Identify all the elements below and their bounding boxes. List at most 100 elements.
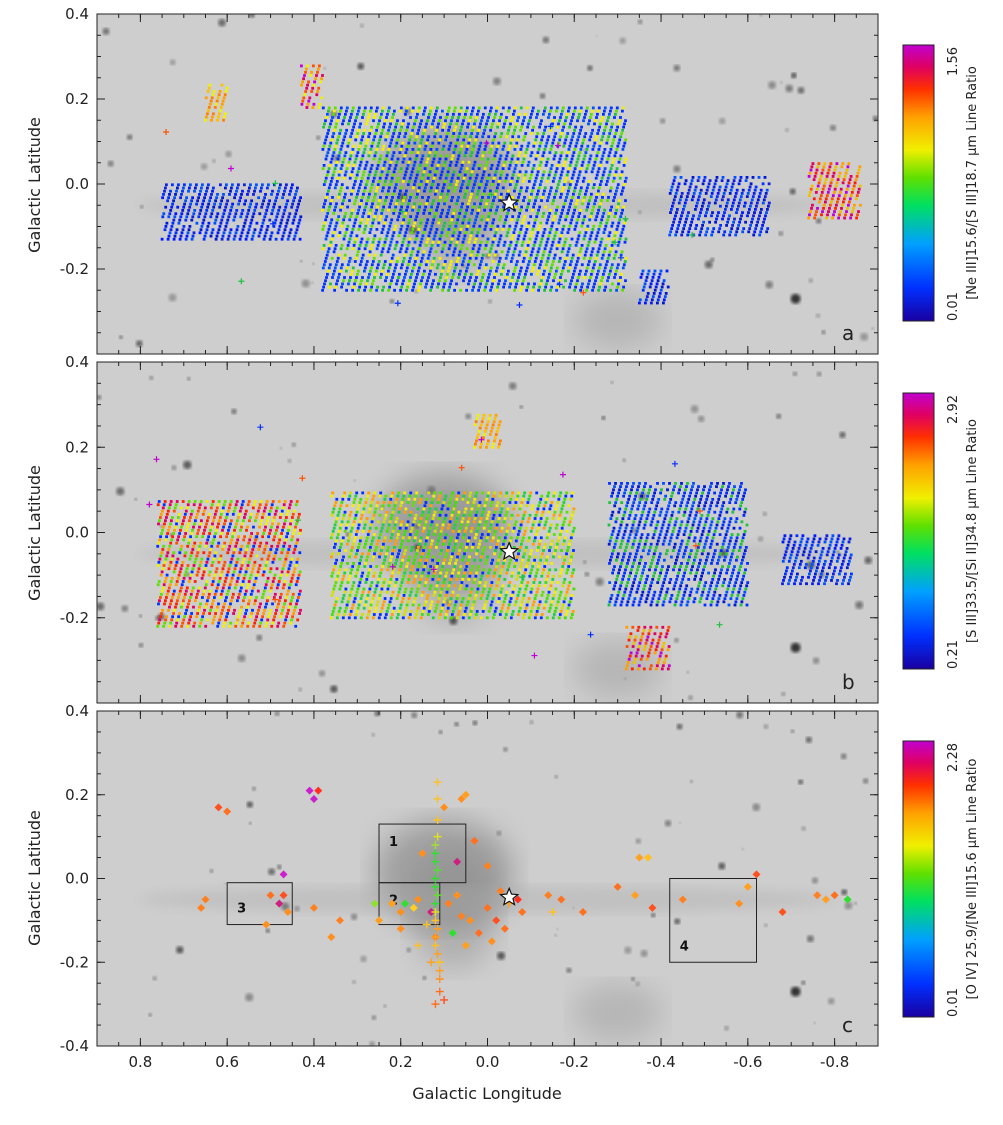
ratio-pixel [555, 269, 558, 273]
ratio-pixel [604, 285, 607, 289]
ratio-pixel [588, 218, 592, 222]
ratio-pixel [377, 221, 381, 225]
ratio-pixel [365, 578, 369, 581]
ratio-pixel [610, 125, 613, 129]
ratio-pixel [413, 616, 417, 620]
ratio-pixel [594, 119, 597, 123]
ratio-pixel [461, 597, 465, 600]
field-star [583, 560, 587, 564]
ratio-pixel [498, 119, 501, 123]
ratio-pixel [442, 600, 446, 604]
ratio-pixel [624, 279, 627, 283]
ratio-pixel [463, 196, 466, 199]
ratio-pixel [450, 218, 454, 222]
ratio-pixel [695, 201, 699, 205]
ratio-pixel [530, 151, 534, 154]
ratio-pixel [499, 215, 503, 218]
ratio-pixel [389, 240, 393, 244]
ratio-pixel [415, 173, 419, 177]
ratio-pixel [605, 122, 608, 126]
ratio-pixel [496, 539, 500, 543]
ratio-pixel [396, 119, 399, 123]
ratio-pixel [386, 606, 390, 610]
ratio-pixel [552, 513, 556, 517]
ratio-pixel [829, 203, 832, 207]
ratio-pixel [417, 247, 421, 251]
ratio-pixel [675, 230, 679, 234]
ratio-pixel [438, 533, 442, 536]
ratio-pixel [585, 247, 589, 251]
ratio-pixel [345, 269, 348, 273]
ratio-pixel [674, 233, 678, 237]
ratio-pixel [483, 106, 487, 110]
ratio-pixel [726, 198, 730, 202]
ratio-pixel [280, 237, 284, 241]
ratio-pixel [614, 112, 617, 116]
ratio-pixel [463, 276, 466, 279]
ratio-pixel [608, 170, 612, 174]
ratio-pixel [480, 555, 483, 559]
ratio-pixel [369, 186, 373, 190]
ratio-pixel [408, 533, 412, 536]
ratio-pixel [221, 99, 225, 103]
ratio-pixel [475, 234, 479, 238]
ratio-pixel [378, 138, 382, 142]
ratio-pixel [465, 288, 468, 292]
ratio-pixel [347, 122, 350, 126]
ratio-pixel [723, 230, 727, 234]
ratio-pixel [754, 208, 757, 211]
ratio-pixel [615, 128, 618, 132]
ratio-pixel [365, 497, 369, 501]
ratio-pixel [494, 568, 498, 572]
ratio-pixel [399, 148, 403, 151]
ratio-pixel [524, 132, 528, 135]
ratio-pixel [450, 574, 454, 578]
ratio-pixel [380, 606, 384, 610]
ratio-pixel [658, 272, 662, 276]
ratio-pixel [683, 204, 686, 208]
ratio-pixel [540, 237, 544, 241]
ratio-pixel [416, 549, 419, 552]
ratio-pixel [542, 272, 545, 276]
ratio-pixel [537, 247, 541, 251]
ratio-pixel [371, 221, 375, 225]
ratio-pixel [499, 510, 503, 514]
ratio-pixel [659, 288, 663, 292]
ratio-pixel [562, 224, 566, 228]
ratio-pixel [689, 224, 692, 227]
ratio-pixel [472, 520, 476, 524]
ratio-pixel [379, 590, 383, 594]
ratio-pixel [434, 192, 437, 196]
ratio-pixel [484, 501, 488, 504]
ratio-pixel [448, 125, 451, 129]
ratio-pixel [355, 590, 359, 594]
ratio-pixel [651, 276, 655, 279]
field-star [757, 536, 764, 542]
field-star [674, 638, 679, 643]
ratio-pixel [387, 247, 391, 251]
ratio-pixel [338, 231, 342, 234]
ratio-pixel [540, 256, 544, 260]
ratio-pixel [413, 180, 417, 183]
ratio-pixel [334, 581, 338, 584]
ratio-pixel [519, 523, 523, 527]
ratio-pixel [475, 590, 479, 594]
ratio-pixel [439, 116, 442, 119]
ratio-pixel [501, 584, 505, 588]
ratio-pixel [402, 279, 405, 283]
ratio-pixel [530, 192, 533, 196]
ratio-pixel [523, 154, 527, 158]
ratio-cross [580, 289, 587, 296]
ratio-pixel [439, 552, 442, 556]
ratio-pixel [372, 218, 376, 222]
ratio-pixel [495, 504, 499, 508]
ratio-pixel [420, 613, 424, 616]
ratio-pixel [484, 224, 488, 228]
ratio-pixel [451, 552, 454, 556]
ratio-pixel [580, 285, 583, 289]
ratio-pixel [442, 581, 446, 584]
ratio-pixel [531, 247, 535, 251]
ratio-pixel [391, 491, 395, 495]
ratio-pixel [402, 119, 405, 123]
ratio-pixel [544, 285, 547, 289]
